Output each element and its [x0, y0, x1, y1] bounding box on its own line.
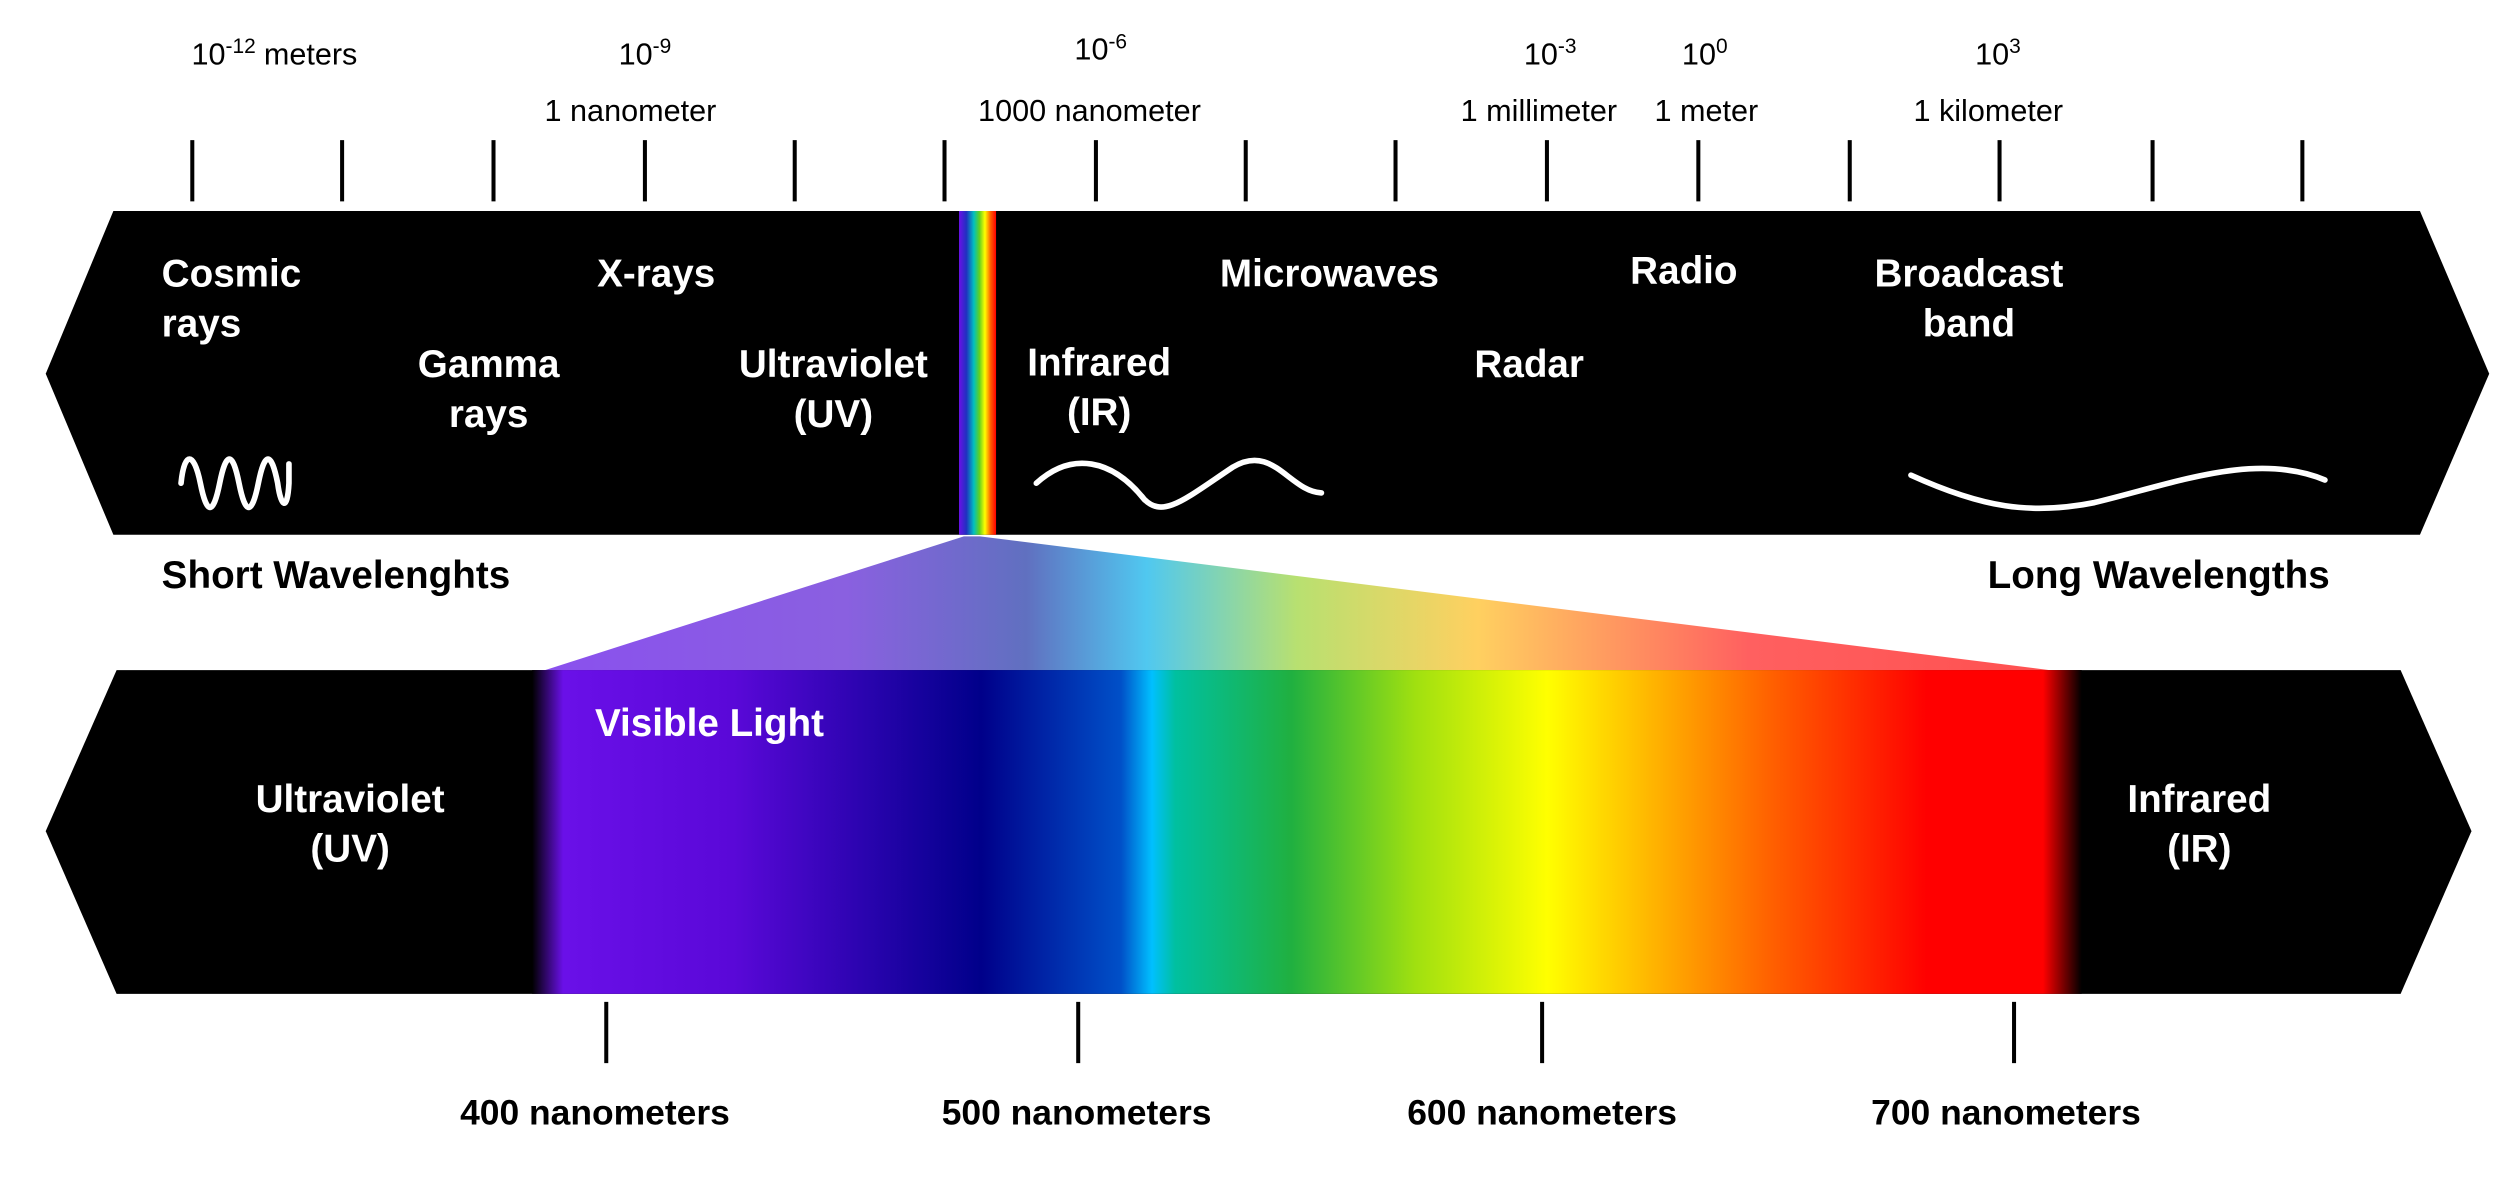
band-label: Ultraviolet (UV) [739, 343, 928, 436]
band-label: Microwaves [1220, 253, 1439, 296]
scale-name: 1 nanometer [545, 94, 717, 128]
uv-label: Ultraviolet (UV) [256, 778, 445, 871]
scale-power: 10-9 [619, 35, 672, 71]
scale-name: 1 kilometer [1913, 94, 2063, 128]
band-label: Cosmic rays [162, 253, 302, 346]
band-line: Infrared [1027, 341, 1171, 384]
band-line: (IR) [1067, 391, 1131, 434]
band-line: X-rays [597, 253, 715, 296]
scale-unit: meters [264, 37, 358, 71]
scale-base: 10 [1524, 37, 1558, 71]
visible-spectrum [532, 670, 2082, 994]
band-label: Radio [1630, 249, 1737, 292]
scale-base: 10 [619, 37, 653, 71]
scale-power: 10-3 [1524, 35, 1577, 71]
band-line: Microwaves [1220, 253, 1439, 296]
band-label: Radar [1474, 343, 1584, 386]
band-line: (UV) [794, 393, 873, 436]
ir-label: Infrared (IR) [2127, 778, 2271, 871]
band-line: Broadcast [1874, 253, 2063, 296]
band-line: rays [449, 393, 529, 436]
band-label: Infrared (IR) [1027, 341, 1171, 434]
band-line: rays [162, 303, 242, 346]
band-line: Ultraviolet [256, 778, 445, 821]
visible-strip [959, 211, 997, 535]
long-wavelength-label: Long Wavelengths [1988, 554, 2330, 597]
band-label: Broadcast band [1874, 253, 2063, 346]
scale-power: 100 [1682, 35, 1728, 71]
scale-exp: -3 [1558, 35, 1577, 58]
band-line: (IR) [2167, 828, 2231, 871]
top-ticks [190, 140, 2305, 202]
scale-label: 10-12 meters [192, 35, 358, 71]
visible-fan [545, 536, 2050, 671]
scale-power: 103 [1975, 35, 2021, 71]
band-line: band [1923, 303, 2015, 346]
nm-label: 400 nanometers [460, 1092, 730, 1132]
long-wave [1908, 465, 2328, 512]
band-label: X-rays [597, 253, 715, 296]
scale-exp: 0 [1716, 35, 1728, 58]
band-line: Infrared [2127, 778, 2271, 821]
scale-base: 10 [192, 37, 226, 71]
scale-base: 10 [1975, 37, 2009, 71]
medium-wave [1033, 457, 1325, 510]
scale-base: 10 [1074, 33, 1108, 67]
band-line: Ultraviolet [739, 343, 928, 386]
band-line: (UV) [310, 828, 389, 871]
nm-label: 700 nanometers [1871, 1092, 2141, 1132]
scale-exp: -12 [226, 35, 256, 58]
scale-name: 1000 nanometer [978, 94, 1201, 128]
scale-power: 10-6 [1074, 30, 1127, 66]
band-line: Radio [1630, 249, 1737, 292]
scale-base: 10 [1682, 37, 1716, 71]
scale-exp: -9 [653, 35, 672, 58]
short-wave [178, 456, 292, 510]
band-label: Gamma rays [418, 343, 560, 436]
nm-label: 500 nanometers [942, 1092, 1212, 1132]
scale-exp: 3 [2009, 35, 2021, 58]
short-wavelength-label: Short Wavelenghts [162, 554, 511, 597]
band-line: Radar [1474, 343, 1584, 386]
spectrum-band [45, 211, 2490, 535]
scale-name: 1 millimeter [1461, 94, 1617, 128]
nm-label: 600 nanometers [1407, 1092, 1677, 1132]
band-line: Gamma [418, 343, 560, 386]
visible-title: Visible Light [595, 702, 824, 745]
scale-name: 1 meter [1655, 94, 1759, 128]
band-line: Cosmic [162, 253, 302, 296]
scale-exp: -6 [1108, 30, 1127, 53]
